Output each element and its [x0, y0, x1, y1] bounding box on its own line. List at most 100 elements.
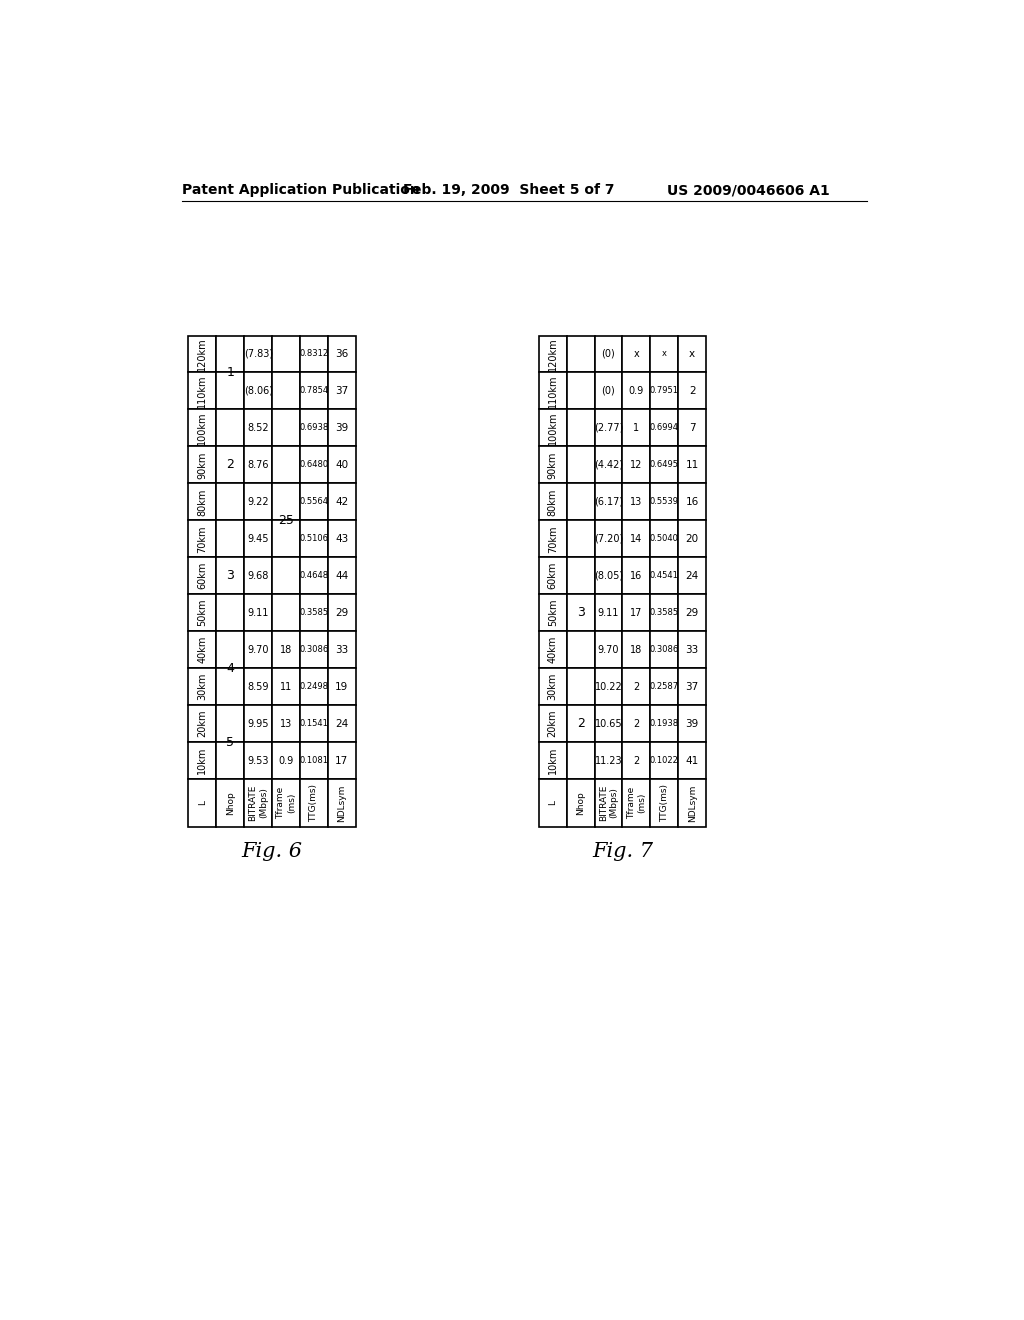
Text: 0.7854: 0.7854 [299, 387, 329, 396]
Text: BITRATE
(Mbps): BITRATE (Mbps) [249, 784, 268, 821]
Bar [678, 779, 707, 826]
Bar [678, 409, 707, 446]
Text: (7.83): (7.83) [244, 348, 272, 359]
Bar [650, 372, 678, 409]
Bar [539, 446, 566, 483]
Text: 11: 11 [280, 681, 292, 692]
Bar [595, 335, 623, 372]
Bar [566, 779, 595, 826]
Text: 19: 19 [335, 681, 348, 692]
Bar [216, 631, 245, 668]
Bar [595, 409, 623, 446]
Text: (8.05): (8.05) [594, 570, 623, 581]
Text: 10km: 10km [198, 747, 208, 775]
Bar [678, 335, 707, 372]
Text: Patent Application Publication: Patent Application Publication [182, 183, 420, 197]
Text: 100km: 100km [548, 411, 558, 445]
Bar [272, 409, 300, 446]
Text: 0.3086: 0.3086 [649, 645, 679, 655]
Text: 110km: 110km [198, 374, 208, 408]
Text: 0.6480: 0.6480 [299, 461, 329, 470]
Bar [566, 705, 595, 742]
Text: 120km: 120km [548, 337, 558, 371]
Bar [245, 705, 272, 742]
Bar [216, 779, 245, 826]
Bar [272, 779, 300, 826]
Bar [623, 335, 650, 372]
Bar [650, 668, 678, 705]
Text: 0.6938: 0.6938 [299, 424, 329, 433]
Text: 9.11: 9.11 [598, 607, 620, 618]
Text: 29: 29 [335, 607, 348, 618]
Text: 10km: 10km [548, 747, 558, 775]
Bar [650, 483, 678, 520]
Text: 40km: 40km [548, 636, 558, 664]
Bar [188, 742, 216, 779]
Bar [188, 668, 216, 705]
Text: 80km: 80km [198, 488, 208, 516]
Bar [245, 483, 272, 520]
Bar [300, 372, 328, 409]
Bar [650, 446, 678, 483]
Text: Nhop: Nhop [226, 791, 234, 814]
Text: 2: 2 [577, 717, 585, 730]
Text: 41: 41 [686, 755, 698, 766]
Text: 9.95: 9.95 [248, 718, 269, 729]
Bar [678, 557, 707, 594]
Bar [216, 594, 245, 631]
Bar [566, 631, 595, 668]
Bar [566, 335, 595, 372]
Bar [216, 557, 245, 594]
Text: 0.8312: 0.8312 [299, 350, 329, 359]
Text: 9.45: 9.45 [248, 533, 269, 544]
Text: 18: 18 [280, 644, 292, 655]
Bar [623, 668, 650, 705]
Bar [595, 557, 623, 594]
Bar [216, 668, 245, 705]
Bar [188, 335, 216, 372]
Bar [328, 483, 356, 520]
Bar [539, 335, 566, 372]
Bar [566, 483, 595, 520]
Text: Fig. 6: Fig. 6 [242, 842, 303, 861]
Text: 44: 44 [335, 570, 348, 581]
Text: 5: 5 [226, 735, 234, 748]
Text: 8.59: 8.59 [248, 681, 269, 692]
Text: 0.5106: 0.5106 [299, 535, 329, 544]
Bar [623, 372, 650, 409]
Bar [566, 742, 595, 779]
Bar [539, 372, 566, 409]
Text: 70km: 70km [548, 525, 558, 553]
Bar [566, 446, 595, 483]
Text: Fig. 7: Fig. 7 [592, 842, 653, 861]
Bar [216, 372, 245, 409]
Bar [566, 409, 595, 446]
Text: 50km: 50km [198, 599, 208, 627]
Bar [272, 335, 300, 372]
Bar [595, 705, 623, 742]
Bar [539, 557, 566, 594]
Text: 12: 12 [630, 459, 643, 470]
Bar [216, 335, 245, 372]
Text: BITRATE
(Mbps): BITRATE (Mbps) [599, 784, 618, 821]
Text: (4.42): (4.42) [594, 459, 623, 470]
Bar [623, 631, 650, 668]
Text: (2.77): (2.77) [594, 422, 624, 433]
Text: 50km: 50km [548, 599, 558, 627]
Bar [678, 446, 707, 483]
Bar [566, 372, 595, 409]
Bar [539, 779, 566, 826]
Bar [595, 372, 623, 409]
Bar [328, 557, 356, 594]
Bar [216, 409, 245, 446]
Text: 0.6994: 0.6994 [650, 424, 679, 433]
Text: 10.65: 10.65 [595, 718, 623, 729]
Text: 0.4541: 0.4541 [650, 572, 679, 581]
Bar [245, 557, 272, 594]
Bar [650, 742, 678, 779]
Text: 9.68: 9.68 [248, 570, 269, 581]
Bar [650, 409, 678, 446]
Bar [188, 594, 216, 631]
Text: 0.1938: 0.1938 [650, 719, 679, 729]
Bar [539, 594, 566, 631]
